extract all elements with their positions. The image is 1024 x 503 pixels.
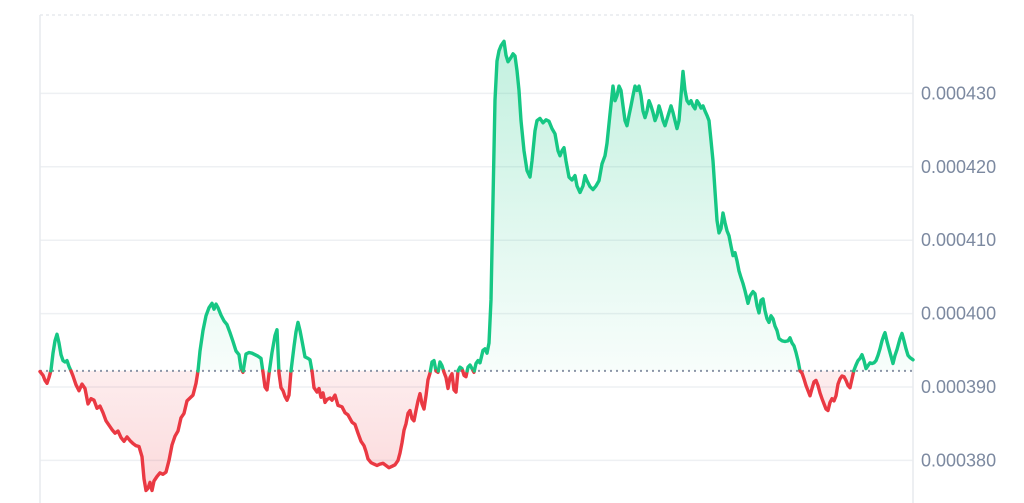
price-line-segment-down xyxy=(798,369,856,413)
price-line-segment-up xyxy=(267,328,281,373)
price-area-up xyxy=(198,303,243,371)
y-axis-label: 0.000390 xyxy=(921,377,996,397)
y-axis-label: 0.000430 xyxy=(921,83,996,103)
price-line-segment-up xyxy=(465,363,475,373)
price-line-segment-down xyxy=(38,369,53,385)
price-line-segment-down xyxy=(310,369,433,470)
price-area-down xyxy=(71,370,198,491)
price-line-segment-up xyxy=(436,360,446,373)
y-axis-label: 0.000410 xyxy=(921,230,996,250)
price-line-segment-down xyxy=(69,369,200,493)
price-line-segment-up xyxy=(49,332,73,373)
price-line-segment-up xyxy=(472,39,802,373)
price-line-segment-up xyxy=(241,350,265,373)
price-line-segment-up xyxy=(289,320,314,373)
price-line-segment-down xyxy=(277,369,293,402)
y-axis-label: 0.000380 xyxy=(921,450,996,470)
price-line-segment-down xyxy=(261,369,272,392)
price-line-segment-up xyxy=(196,301,244,373)
price-area-up xyxy=(853,332,913,371)
price-line-segment-up xyxy=(852,331,915,373)
price-line-segment-down xyxy=(441,369,460,394)
price-line-segment-down xyxy=(461,369,469,379)
y-axis-label: 0.000420 xyxy=(921,157,996,177)
price-area-up xyxy=(474,41,800,371)
price-line-segment-up xyxy=(428,358,438,373)
y-axis-label: 0.000400 xyxy=(921,304,996,324)
